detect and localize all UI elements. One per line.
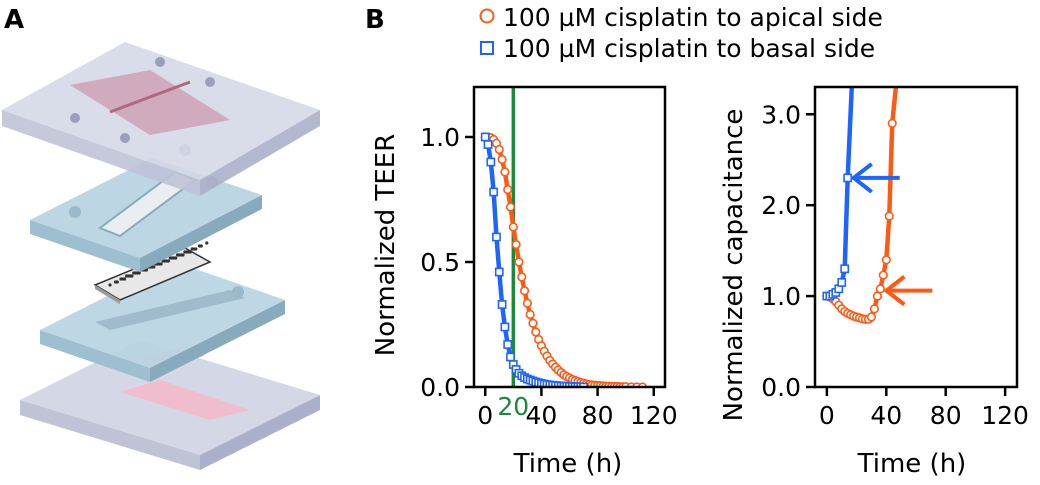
legend: 100 µM cisplatin to apical side 100 µM c… [479, 3, 883, 63]
capacitance-ytick-label: 1.0 [761, 282, 801, 311]
membrane-pore [197, 244, 202, 248]
basal-point [506, 352, 515, 362]
capacitance-xtick-label: 80 [930, 401, 962, 430]
capacitance-xtick-label: 120 [981, 401, 1029, 430]
panel-label-a: A [4, 5, 24, 35]
apical-arrow-head [883, 275, 906, 307]
teer-chart: Normalized TEER Time (h) 0 40 80 120 0.0 0.5 1… [371, 85, 678, 479]
apical-point [511, 239, 521, 250]
teer-xtick-label: 120 [630, 401, 678, 430]
basal-point [480, 132, 490, 142]
membrane-pore [124, 274, 129, 278]
teer-ylabel: Normalized TEER [371, 134, 401, 357]
apical-point [503, 184, 513, 195]
teer-xtick-label: 0 [477, 401, 493, 430]
teer-plot-area [480, 87, 648, 387]
apical-point [875, 284, 885, 294]
membrane-pore [205, 241, 209, 245]
teer-xlabel: Time (h) [513, 449, 623, 479]
apical-point [494, 144, 504, 155]
legend-basal-marker [480, 41, 494, 55]
membrane-pore [190, 247, 194, 251]
membrane-pore [113, 280, 118, 284]
apical-point [519, 286, 530, 296]
apical-point [528, 318, 538, 328]
basal-point [497, 300, 507, 309]
membrane-pores [108, 241, 209, 287]
membrane-pore [119, 277, 123, 281]
apical-point [500, 167, 510, 177]
apical-point [872, 291, 882, 301]
basal-arrow [850, 162, 900, 194]
basal-point [843, 173, 853, 183]
apical-point [525, 309, 535, 320]
apical-point [869, 304, 880, 314]
apical-point [522, 298, 532, 308]
membrane-pore [176, 253, 180, 257]
capacitance-plot-area [822, 87, 899, 324]
capacitance-xlabel: Time (h) [857, 449, 967, 479]
teer-ytick-label: 0.0 [420, 373, 460, 402]
apical-point [514, 257, 524, 267]
capacitance-chart: Normalized capacitance Time (h) 0 40 80 120… [719, 85, 1029, 479]
apical-point [517, 272, 527, 282]
teer-axes-frame [472, 85, 667, 389]
apical-point [887, 118, 897, 128]
legend-basal-label: 100 µM cisplatin to basal side [503, 34, 875, 63]
basal-line [483, 136, 584, 387]
capacitance-axes-frame [813, 85, 1019, 389]
capacitance-ylabel: Normalized capacitance [719, 109, 749, 422]
lower-channel-layer [40, 262, 285, 382]
apical-arrow [883, 275, 933, 307]
teer-xtick-label: 80 [582, 401, 614, 430]
basal-point [489, 187, 499, 197]
capacitance-ytick-label: 2.0 [761, 191, 801, 220]
basal-point [486, 157, 496, 167]
top-layer [2, 42, 320, 196]
apical-point [497, 154, 507, 165]
apical-point [884, 211, 894, 221]
apical-point [531, 327, 541, 337]
apical-point [866, 312, 877, 322]
teer-vline-label: 20 [497, 392, 529, 421]
basal-point [483, 140, 493, 149]
membrane-pore [168, 256, 172, 260]
apical-point [878, 270, 888, 280]
basal-point [500, 322, 510, 332]
basal-point [837, 278, 847, 287]
membrane-pore [183, 250, 187, 254]
basal-point [494, 267, 504, 277]
capacitance-ytick-label: 3.0 [761, 100, 801, 129]
teer-xtick-label: 40 [526, 401, 558, 430]
apical-point [881, 255, 891, 265]
apical-point [508, 222, 518, 232]
capacitance-xtick-label: 0 [819, 401, 835, 430]
panel-label-b: B [365, 5, 385, 35]
membrane-pore [132, 271, 136, 275]
teer-ytick-label: 0.5 [420, 248, 460, 277]
basal-point [492, 232, 501, 242]
basal-line [826, 87, 855, 299]
basal-point [503, 340, 513, 349]
teer-ytick-label: 1.0 [420, 123, 460, 152]
basal-arrow-head [850, 162, 873, 194]
capacitance-ytick-label: 0.0 [761, 373, 801, 402]
basal-point [840, 264, 850, 274]
apical-point [505, 202, 516, 212]
exploded-chip-layers-icon [2, 42, 320, 470]
legend-apical-marker [479, 8, 495, 24]
capacitance-xtick-label: 40 [870, 401, 902, 430]
membrane-pore [108, 283, 112, 287]
legend-apical-label: 100 µM cisplatin to apical side [503, 3, 883, 32]
